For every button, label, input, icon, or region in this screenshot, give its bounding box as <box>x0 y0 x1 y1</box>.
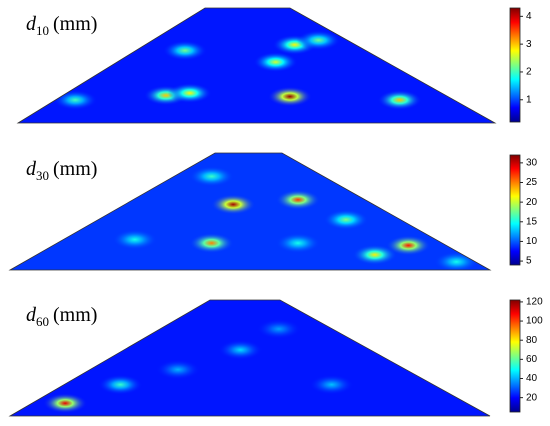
colorbar-tick-label: 120 <box>526 297 543 308</box>
hotspot <box>267 86 312 107</box>
panel: d10 (mm) 1 2 3 4 <box>16 7 532 124</box>
colorbar <box>509 154 521 266</box>
hotspot <box>156 359 200 380</box>
hotspot <box>276 233 320 254</box>
title-unit: (mm) <box>53 13 97 35</box>
hotspot <box>434 251 479 270</box>
hotspot <box>386 235 431 256</box>
hotspot <box>377 90 422 110</box>
hotspot <box>253 52 298 73</box>
colorbar-tick-label: 40 <box>526 373 538 384</box>
title-unit: (mm) <box>53 304 97 326</box>
hotspot <box>112 229 157 250</box>
hotspot <box>53 90 98 110</box>
hotspot <box>276 189 320 210</box>
hotspot <box>256 319 301 339</box>
hotspot <box>162 40 207 61</box>
title-subscript: 10 <box>36 23 49 38</box>
field <box>43 319 354 414</box>
field <box>112 166 479 270</box>
hotspot <box>352 244 397 265</box>
hotspot <box>296 30 341 51</box>
hotspot <box>309 374 354 395</box>
hotspot <box>167 83 212 104</box>
colorbar-tick-label: 20 <box>526 197 538 208</box>
colorbar-tick-label: 10 <box>526 236 538 247</box>
title-variable: d <box>26 13 37 35</box>
hotspot <box>189 233 234 254</box>
colorbar-tick-label: 4 <box>526 11 532 22</box>
title-unit: (mm) <box>53 158 97 180</box>
colorbar-tick-label: 80 <box>526 335 538 346</box>
field-outline <box>8 299 491 417</box>
field-outline <box>16 7 497 124</box>
colorbar-tick-label: 25 <box>526 177 538 188</box>
hotspot <box>98 374 143 395</box>
colorbar-tick-label: 2 <box>526 67 532 78</box>
colorbar-tick-label: 15 <box>526 216 538 227</box>
hotspot <box>324 209 368 230</box>
title-variable: d <box>26 158 37 180</box>
field <box>53 30 422 110</box>
hotspot <box>43 393 88 414</box>
panel-title: d30 (mm) <box>26 158 97 183</box>
colorbar-tick-label: 20 <box>526 392 538 403</box>
colorbar-tick-label: 5 <box>526 256 532 267</box>
colorbar <box>509 7 521 123</box>
title-subscript: 60 <box>36 314 49 329</box>
colorbar-tick-label: 100 <box>526 316 543 327</box>
title-subscript: 30 <box>36 168 49 183</box>
colorbar-tick-label: 3 <box>526 39 532 50</box>
panel-title: d60 (mm) <box>26 304 97 329</box>
colorbar-tick-label: 60 <box>526 354 538 365</box>
title-variable: d <box>26 304 37 326</box>
colorbar-tick-label: 1 <box>526 94 532 105</box>
field-outline <box>8 152 492 271</box>
panel-title: d10 (mm) <box>26 13 97 38</box>
hotspot <box>189 166 234 187</box>
colorbar <box>509 299 521 413</box>
hotspot <box>218 339 263 360</box>
colorbar-tick-label: 30 <box>526 157 538 168</box>
hotspot <box>211 194 256 215</box>
